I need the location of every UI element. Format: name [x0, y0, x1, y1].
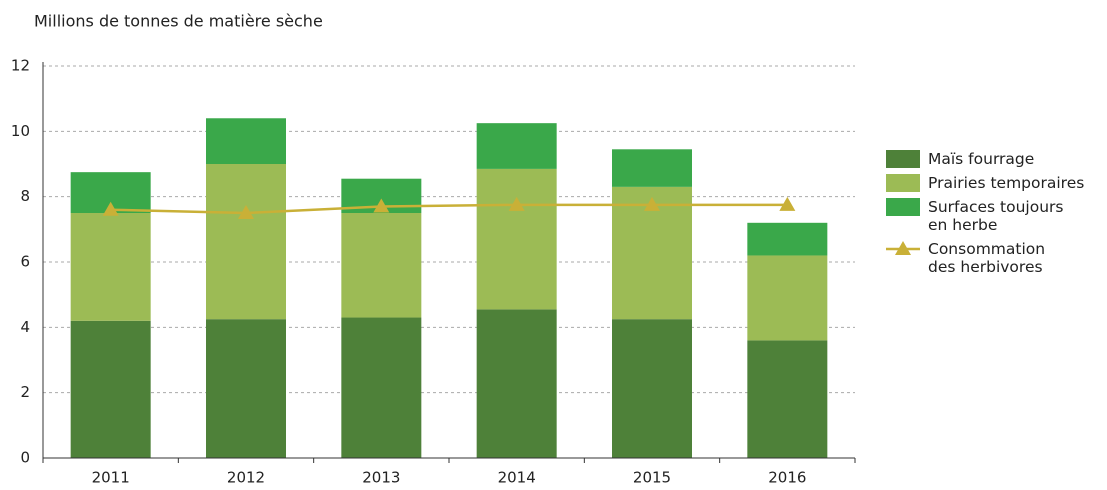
y-tick-label: 0: [20, 449, 30, 467]
bar-segment: [476, 168, 557, 310]
bar-segment: [747, 222, 828, 256]
line: [110, 203, 788, 215]
legend-label: Surfaces toujours en herbe: [928, 198, 1064, 234]
y-tick-label: 12: [11, 57, 30, 75]
legend-swatch: [886, 198, 920, 216]
bar-segment: [70, 213, 151, 321]
legend-item: Surfaces toujours en herbe: [886, 198, 1084, 234]
legend: Maïs fourrage Prairies temporaires Surface…: [886, 150, 1084, 282]
y-tick-label: 2: [20, 383, 30, 401]
legend-swatch: [886, 241, 920, 255]
bar-segment: [206, 164, 286, 320]
x-tick-label: 2014: [498, 469, 536, 487]
x-tick-label: 2011: [92, 469, 130, 487]
bar-segment: [747, 340, 828, 458]
legend-label: Consommation des herbivores: [928, 240, 1046, 276]
legend-item: Maïs fourrage: [886, 150, 1084, 168]
bar-segment: [476, 123, 557, 169]
bar-segment: [612, 319, 692, 458]
bar-segment: [206, 319, 286, 458]
legend-label: Maïs fourrage: [928, 150, 1035, 168]
line-marker: [508, 196, 525, 211]
bar-segment: [341, 213, 422, 318]
legend-swatch: [886, 174, 920, 192]
bar-segment: [70, 320, 151, 458]
x-tick-label: 2015: [633, 469, 671, 487]
bar-segment: [747, 255, 828, 341]
line-marker: [102, 201, 119, 216]
line-marker: [644, 196, 660, 211]
line-marker: [779, 196, 796, 211]
legend-item: Prairies temporaires: [886, 174, 1084, 192]
line-marker: [238, 205, 254, 219]
bar-segment: [341, 317, 422, 458]
bar-segment: [206, 118, 286, 164]
x-tick-label: 2012: [227, 469, 265, 487]
y-tick-label: 6: [20, 253, 30, 271]
y-tick-label: 8: [20, 187, 30, 205]
y-tick-label: 4: [20, 318, 30, 336]
bar-segment: [612, 149, 692, 187]
line-marker: [373, 198, 390, 213]
legend-item: Consommation des herbivores: [886, 240, 1084, 276]
x-tick-label: 2016: [768, 469, 806, 487]
legend-swatch: [886, 150, 920, 168]
legend-label: Prairies temporaires: [928, 174, 1085, 192]
chart-title: Millions de tonnes de matière sèche: [34, 12, 323, 31]
bar-segment: [476, 309, 557, 458]
x-tick-label: 2013: [362, 469, 400, 487]
y-tick-label: 10: [11, 122, 30, 140]
